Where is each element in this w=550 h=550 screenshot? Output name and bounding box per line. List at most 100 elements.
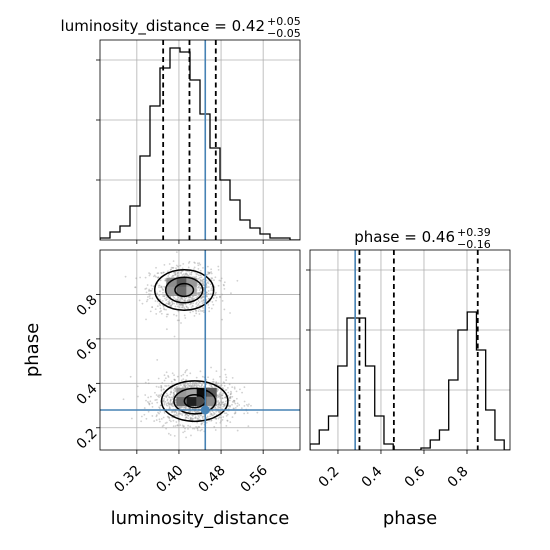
sample-point bbox=[225, 424, 228, 427]
sample-point bbox=[189, 385, 192, 388]
sample-point bbox=[195, 296, 198, 299]
sample-point bbox=[179, 299, 182, 302]
sample-point bbox=[183, 384, 186, 387]
sample-point bbox=[156, 401, 159, 404]
sample-point bbox=[170, 403, 173, 406]
sample-point bbox=[235, 397, 238, 400]
sample-point bbox=[177, 405, 180, 408]
sample-point bbox=[225, 414, 228, 417]
sample-point bbox=[163, 379, 166, 382]
sample-point bbox=[166, 402, 168, 405]
sample-point bbox=[163, 397, 165, 400]
sample-point bbox=[228, 383, 231, 386]
sample-point bbox=[208, 272, 210, 274]
sample-point bbox=[144, 288, 147, 290]
sample-point bbox=[181, 298, 184, 301]
sample-point bbox=[147, 410, 150, 413]
sample-point bbox=[181, 382, 184, 385]
sample-point bbox=[210, 412, 213, 415]
sample-point bbox=[190, 271, 193, 274]
sample-point bbox=[207, 273, 209, 275]
sample-point bbox=[226, 413, 229, 416]
sample-point bbox=[201, 302, 204, 305]
sample-point bbox=[184, 407, 187, 410]
sample-point bbox=[164, 279, 167, 282]
sample-point bbox=[175, 267, 177, 270]
joint-ytick-label-1: 0.4 bbox=[74, 381, 101, 408]
contour-mode0-level1 bbox=[164, 276, 204, 304]
sample-point bbox=[206, 415, 209, 418]
density-cell-12 bbox=[206, 396, 217, 406]
sample-point bbox=[210, 385, 213, 388]
sample-point bbox=[172, 266, 175, 269]
phase-title-main: phase = 0.46 bbox=[354, 228, 455, 246]
sample-point bbox=[194, 410, 197, 413]
sample-point bbox=[221, 299, 224, 302]
sample-point bbox=[210, 419, 213, 422]
luminosity_distance-hist-panel bbox=[100, 40, 300, 240]
sample-point bbox=[218, 411, 221, 414]
sample-point bbox=[174, 298, 177, 301]
sample-point bbox=[215, 381, 218, 384]
sample-point bbox=[183, 406, 186, 409]
sample-point bbox=[233, 387, 236, 390]
luminosity_distance-xtick-label-0: 0.32 bbox=[111, 462, 144, 495]
sample-point bbox=[207, 292, 210, 295]
sample-point bbox=[174, 390, 176, 393]
sample-point bbox=[183, 430, 186, 433]
joint-ytick-label-0: 0.2 bbox=[74, 425, 101, 452]
sample-point bbox=[200, 423, 203, 426]
sample-point bbox=[219, 404, 222, 406]
sample-point bbox=[212, 411, 215, 414]
sample-point bbox=[171, 404, 174, 407]
sample-point bbox=[148, 403, 151, 405]
sample-point bbox=[236, 279, 239, 282]
sample-point bbox=[160, 389, 163, 392]
sample-point bbox=[153, 275, 155, 278]
sample-point bbox=[169, 268, 172, 271]
sample-point bbox=[172, 405, 175, 407]
sample-point bbox=[188, 384, 191, 387]
sample-point bbox=[168, 416, 171, 419]
sample-point bbox=[148, 289, 151, 292]
sample-point bbox=[151, 306, 154, 308]
sample-point bbox=[222, 381, 225, 384]
sample-point bbox=[209, 413, 212, 416]
sample-point bbox=[185, 436, 187, 439]
luminosity_distance-xtick-label-2: 0.48 bbox=[196, 462, 229, 495]
sample-point bbox=[219, 280, 222, 282]
sample-point bbox=[212, 414, 214, 417]
sample-point bbox=[174, 399, 177, 401]
joint-ytick-label-2: 0.6 bbox=[74, 336, 101, 363]
sample-point bbox=[187, 306, 189, 309]
sample-point bbox=[191, 384, 194, 387]
sample-point bbox=[172, 260, 175, 263]
sample-point bbox=[183, 274, 186, 277]
sample-point bbox=[219, 403, 222, 406]
sample-point bbox=[191, 414, 194, 417]
sample-point bbox=[167, 302, 170, 305]
sample-point bbox=[185, 296, 188, 299]
sample-point bbox=[212, 303, 215, 306]
sample-point bbox=[198, 308, 201, 311]
sample-point bbox=[159, 279, 162, 282]
sample-point bbox=[198, 289, 201, 291]
sample-point bbox=[206, 286, 208, 289]
sample-point bbox=[196, 411, 199, 414]
sample-point bbox=[167, 401, 170, 404]
sample-point bbox=[218, 416, 221, 419]
sample-point bbox=[187, 266, 190, 269]
phase-xtick-label-3: 0.8 bbox=[445, 464, 472, 491]
sample-point bbox=[147, 382, 150, 385]
sample-point bbox=[174, 387, 176, 390]
sample-point bbox=[198, 262, 201, 264]
sample-point bbox=[201, 422, 204, 425]
sample-point bbox=[158, 294, 161, 297]
sample-point bbox=[182, 383, 185, 386]
sample-point bbox=[188, 407, 191, 410]
sample-point bbox=[213, 293, 216, 296]
sample-point bbox=[177, 265, 179, 268]
sample-point bbox=[174, 399, 177, 402]
sample-point bbox=[210, 384, 213, 387]
sample-point bbox=[232, 399, 235, 402]
